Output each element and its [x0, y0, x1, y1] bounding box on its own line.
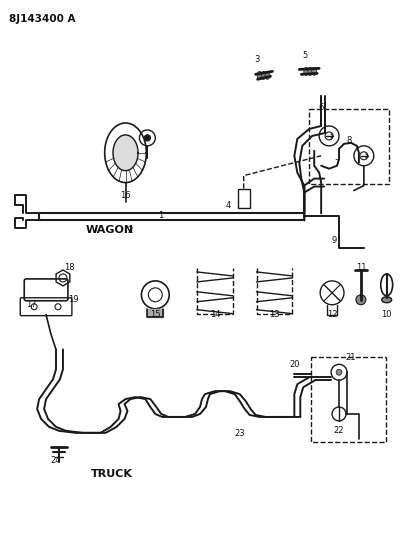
Ellipse shape — [312, 67, 317, 75]
Text: 17: 17 — [26, 300, 36, 309]
Text: 13: 13 — [269, 310, 280, 319]
Text: 4: 4 — [225, 201, 231, 210]
Polygon shape — [113, 135, 138, 171]
Text: 12: 12 — [327, 310, 337, 319]
Ellipse shape — [261, 71, 266, 79]
Text: 24: 24 — [51, 456, 61, 465]
Text: 18: 18 — [64, 263, 74, 272]
Text: 3: 3 — [254, 55, 259, 64]
Text: 9: 9 — [332, 236, 337, 245]
Text: 8: 8 — [346, 136, 352, 146]
Text: 16: 16 — [120, 191, 131, 200]
Ellipse shape — [382, 297, 392, 303]
Text: 21: 21 — [346, 353, 356, 362]
Circle shape — [144, 135, 150, 141]
Text: WAGON: WAGON — [86, 225, 134, 235]
Text: TRUCK: TRUCK — [91, 469, 133, 479]
Bar — [238, 189, 250, 208]
Text: 5: 5 — [303, 51, 308, 60]
Text: 23: 23 — [235, 430, 245, 438]
Text: 6: 6 — [318, 103, 324, 111]
Text: 7: 7 — [334, 159, 340, 168]
Text: 19: 19 — [68, 295, 78, 304]
Ellipse shape — [257, 71, 262, 79]
Text: 2: 2 — [128, 226, 133, 235]
Polygon shape — [148, 309, 163, 317]
Text: 22: 22 — [334, 426, 344, 435]
Bar — [311, 357, 386, 442]
Text: 15: 15 — [150, 310, 160, 319]
Text: 10: 10 — [381, 310, 392, 319]
Ellipse shape — [304, 67, 309, 75]
Circle shape — [336, 369, 342, 375]
Circle shape — [356, 295, 366, 305]
Bar — [309, 109, 389, 183]
Ellipse shape — [265, 71, 270, 79]
Text: 14: 14 — [210, 310, 220, 319]
Text: 8J143400 A: 8J143400 A — [9, 14, 76, 24]
Text: 20: 20 — [289, 360, 300, 369]
Text: 1: 1 — [158, 211, 163, 220]
Text: 11: 11 — [356, 263, 366, 272]
Ellipse shape — [308, 67, 313, 75]
